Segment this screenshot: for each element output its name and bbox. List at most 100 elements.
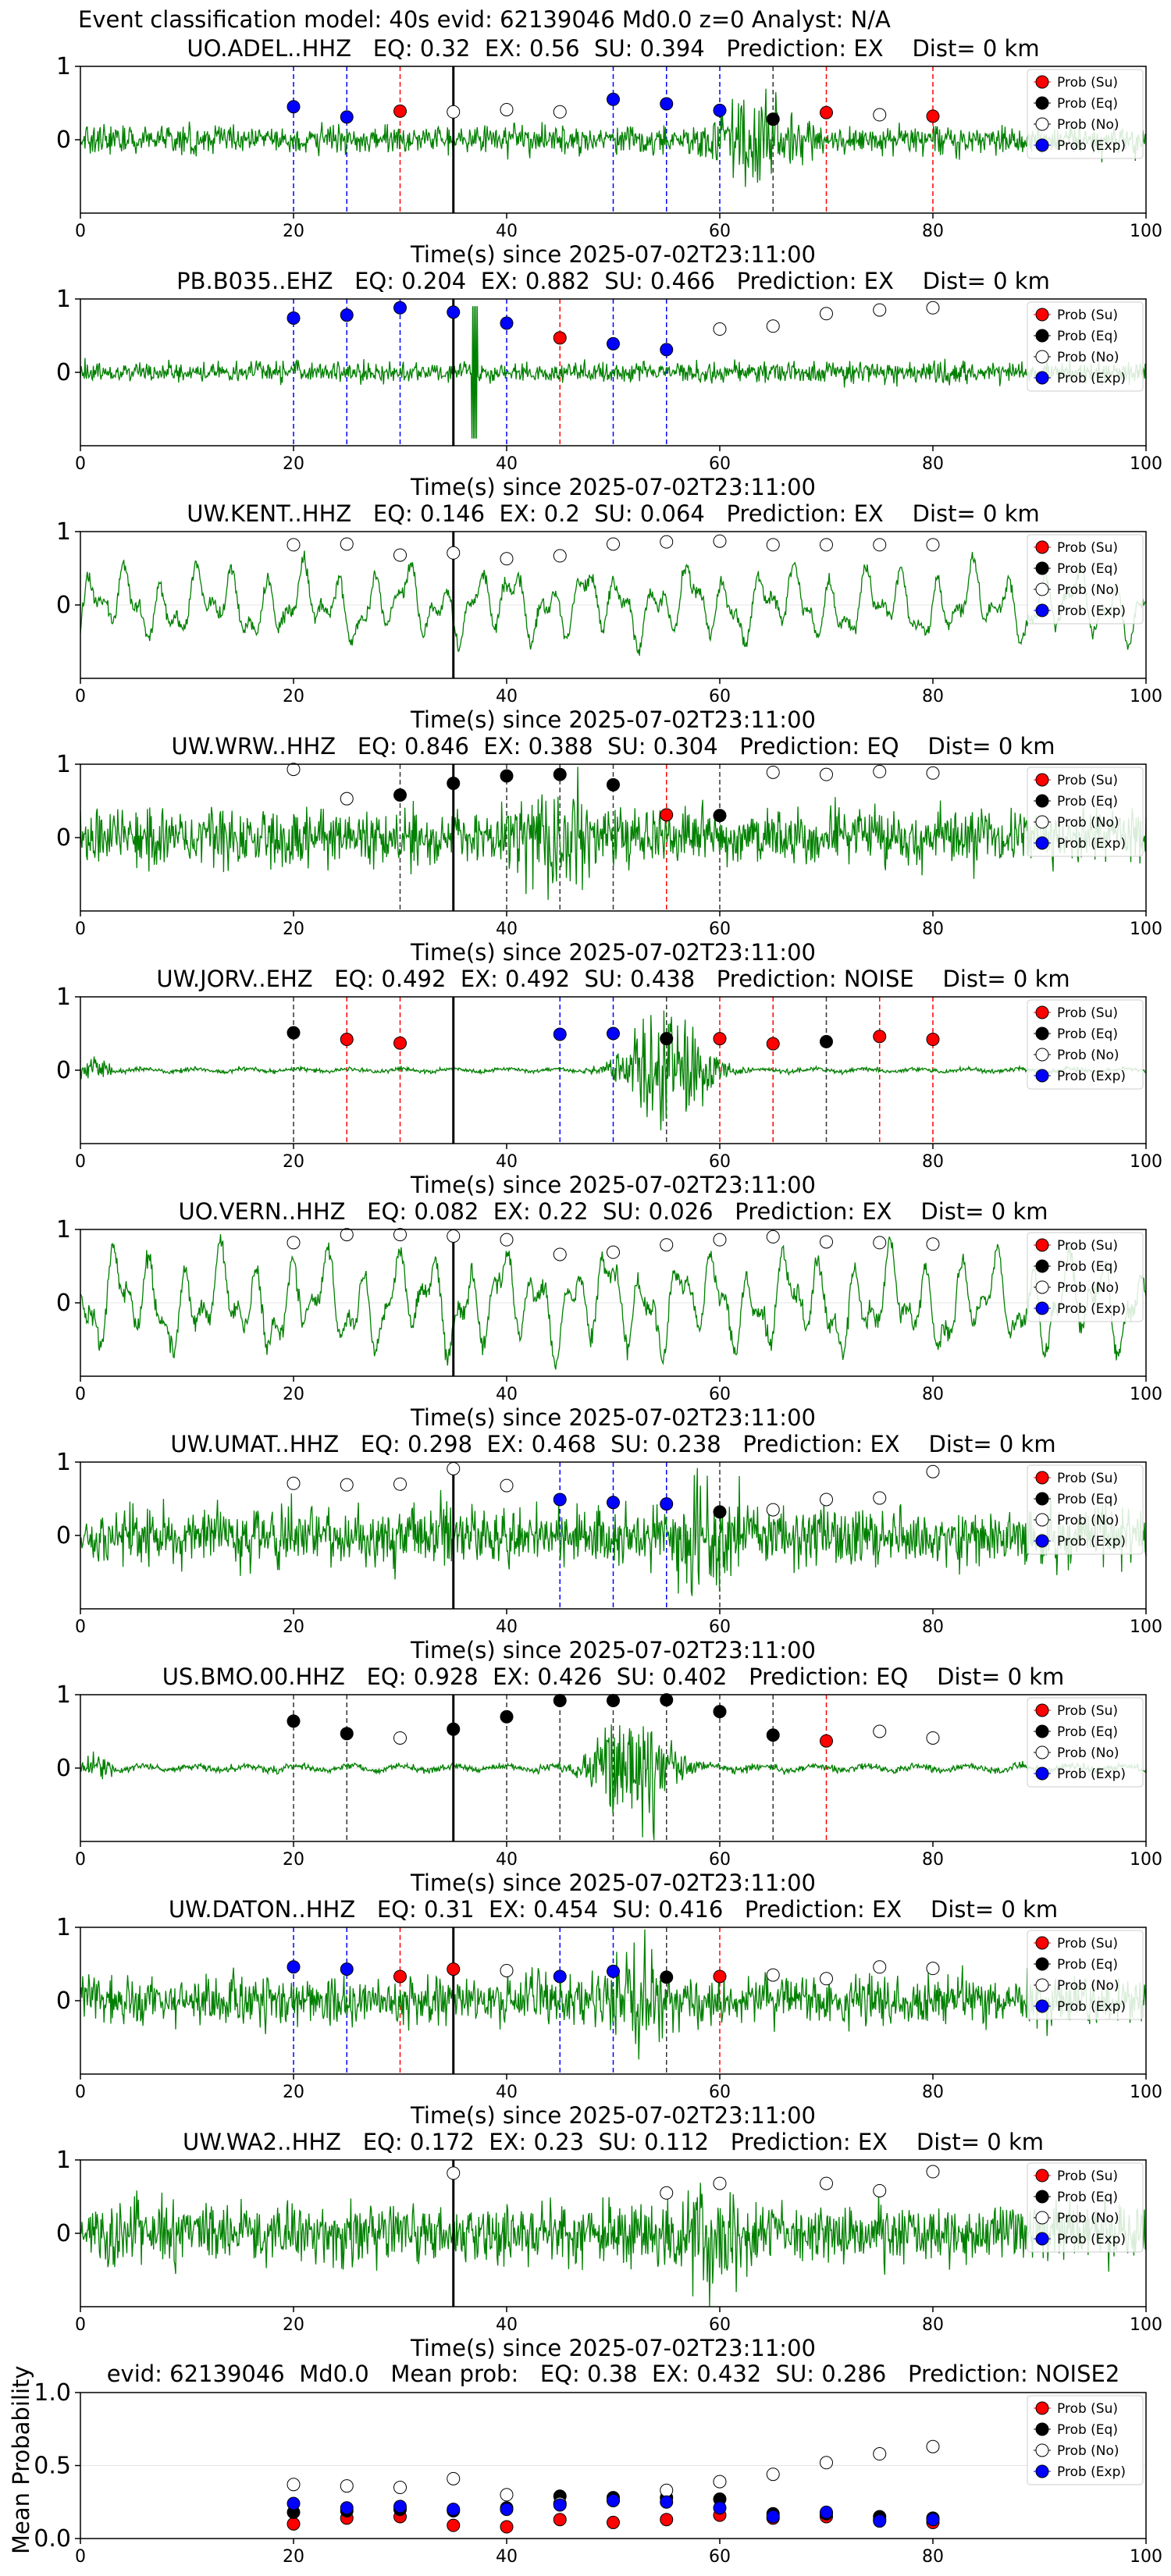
prob-marker-eq xyxy=(607,777,620,792)
legend-label: Prob (No) xyxy=(1057,815,1119,831)
legend-marker xyxy=(1035,2422,1049,2436)
mean-prob-marker-exp xyxy=(713,2501,727,2515)
y-tick-label: 1 xyxy=(56,53,71,80)
x-tick-label: 0 xyxy=(75,1617,86,1637)
axes-frame xyxy=(80,1229,1147,1377)
x-tick-label: 20 xyxy=(283,2547,304,2567)
legend-marker xyxy=(1035,1724,1049,1738)
prob-marker-eq xyxy=(660,1970,674,1984)
prob-marker-eq xyxy=(766,1728,780,1742)
station-panel: UW.JORV..EHZ EQ: 0.492 EX: 0.492 SU: 0.4… xyxy=(0,930,1171,1198)
x-axis-label: Time(s) since 2025-07-02T23:11:00 xyxy=(411,1870,816,1896)
prob-marker-no xyxy=(447,1229,461,1243)
prob-marker-exp xyxy=(553,1969,567,1984)
legend: Prob (Su) Prob (Eq) Prob (No) Prob (Exp) xyxy=(1027,2162,1144,2253)
mean-prob-marker-no xyxy=(713,2475,727,2489)
x-tick-label: 80 xyxy=(922,687,944,706)
prob-marker-eq xyxy=(447,776,461,790)
prob-marker-no xyxy=(660,1238,674,1252)
legend-label: Prob (Exp) xyxy=(1057,2232,1126,2247)
legend-label: Prob (Exp) xyxy=(1057,371,1126,386)
legend-label: Prob (No) xyxy=(1057,2211,1119,2226)
x-tick-label: 80 xyxy=(922,1617,944,1637)
x-axis-label: Time(s) since 2025-07-02T23:11:00 xyxy=(411,2335,816,2361)
y-tick-label: 1 xyxy=(56,518,71,546)
x-axis-label: Time(s) since 2025-07-02T23:11:00 xyxy=(411,706,816,733)
panel-title: US.BMO.00.HHZ EQ: 0.928 EX: 0.426 SU: 0.… xyxy=(162,1663,1065,1690)
prob-marker-eq xyxy=(713,1505,727,1519)
x-tick-label: 40 xyxy=(496,1850,518,1870)
legend-label: Prob (Exp) xyxy=(1057,138,1126,154)
mean-prob-marker-no xyxy=(926,2439,940,2453)
prob-marker-no xyxy=(447,105,461,119)
legend-marker xyxy=(1035,1513,1049,1527)
waveform-trace xyxy=(80,1468,1147,1596)
y-tick-label: 0 xyxy=(56,1057,71,1084)
legend-label: Prob (No) xyxy=(1057,1513,1119,1528)
legend-marker xyxy=(1035,117,1049,131)
prob-marker-no xyxy=(766,1503,780,1517)
legend-box xyxy=(1027,2395,1144,2485)
prob-marker-eq xyxy=(287,1714,301,1728)
mean-prob-marker-exp xyxy=(393,2500,407,2514)
prob-marker-eq xyxy=(553,767,567,781)
prob-marker-no xyxy=(873,764,887,778)
prob-marker-no xyxy=(660,535,674,549)
panel-title: UW.UMAT..HHZ EQ: 0.298 EX: 0.468 SU: 0.2… xyxy=(170,1431,1056,1457)
axes-frame xyxy=(80,66,1147,214)
prob-marker-no xyxy=(500,552,514,566)
legend: Prob (Su) Prob (Eq) Prob (No) Prob (Exp) xyxy=(1027,1232,1144,1322)
y-tick-label: 1 xyxy=(56,286,71,313)
axes-frame xyxy=(80,531,1147,679)
mean-prob-marker-exp xyxy=(607,2493,620,2507)
prob-marker-no xyxy=(607,1245,620,1259)
waveform-chart: 0 20 40 60 80 100 1 0 Prob (Su) Prob (Eq) Prob (No… xyxy=(56,1681,1162,1870)
legend-label: Prob (Exp) xyxy=(1057,1069,1126,1084)
prob-marker-exp xyxy=(287,100,301,114)
prob-marker-eq xyxy=(713,809,727,823)
legend-marker xyxy=(1035,1957,1049,1971)
legend-marker xyxy=(1035,1978,1049,1992)
prob-marker-exp xyxy=(607,1964,620,1978)
prob-marker-no xyxy=(926,766,940,780)
legend-label: Prob (Eq) xyxy=(1057,1026,1118,1042)
legend-marker xyxy=(1035,1069,1049,1083)
x-tick-label: 20 xyxy=(283,2083,304,2102)
legend-label: Prob (No) xyxy=(1057,117,1119,133)
legend-label: Prob (No) xyxy=(1057,350,1119,365)
prob-marker-no xyxy=(873,108,887,122)
legend: Prob (Su) Prob (Eq) Prob (No) Prob (Exp) xyxy=(1027,1697,1144,1788)
prob-marker-no xyxy=(553,549,567,563)
prob-marker-exp xyxy=(340,1962,354,1976)
prob-marker-no xyxy=(447,2166,461,2180)
legend-label: Prob (No) xyxy=(1057,1048,1119,1063)
prob-marker-no xyxy=(873,1724,887,1738)
legend-box xyxy=(1027,767,1144,857)
station-panel: UW.WA2..HHZ EQ: 0.172 EX: 0.23 SU: 0.112… xyxy=(0,2094,1171,2361)
legend: Prob (Su) Prob (Eq) Prob (No) Prob (Exp) xyxy=(1027,999,1144,1090)
prob-marker-no xyxy=(820,1972,833,1986)
legend-box xyxy=(1027,534,1144,624)
waveform-trace xyxy=(80,550,1147,656)
x-tick-label: 60 xyxy=(709,1617,731,1637)
waveform-chart: 0 20 40 60 80 100 1 0 Prob (Su) Prob (Eq) Prob (No… xyxy=(56,53,1162,241)
waveform-trace xyxy=(80,88,1147,187)
y-tick-label: 0 xyxy=(56,126,71,154)
legend-box xyxy=(1027,1930,1144,2020)
x-tick-label: 60 xyxy=(709,920,731,939)
prob-marker-no xyxy=(340,537,354,551)
legend-marker xyxy=(1035,794,1049,808)
panel-title: PB.B035..EHZ EQ: 0.204 EX: 0.882 SU: 0.4… xyxy=(176,268,1050,294)
axes-frame xyxy=(80,2392,1147,2539)
legend-label: Prob (Eq) xyxy=(1057,1259,1118,1275)
prob-marker-su xyxy=(393,104,407,118)
station-panel: UW.WRW..HHZ EQ: 0.846 EX: 0.388 SU: 0.30… xyxy=(0,698,1171,966)
prob-marker-su xyxy=(820,105,833,119)
legend-label: Prob (Su) xyxy=(1057,773,1118,788)
legend-box xyxy=(1027,2162,1144,2253)
axes-frame xyxy=(80,2159,1147,2307)
legend-marker xyxy=(1035,350,1049,364)
waveform-trace xyxy=(80,1010,1147,1131)
summary-panel: evid: 62139046 Md0.0 Mean prob: EQ: 0.38… xyxy=(0,2326,1171,2576)
legend-label: Prob (No) xyxy=(1057,1978,1119,1994)
